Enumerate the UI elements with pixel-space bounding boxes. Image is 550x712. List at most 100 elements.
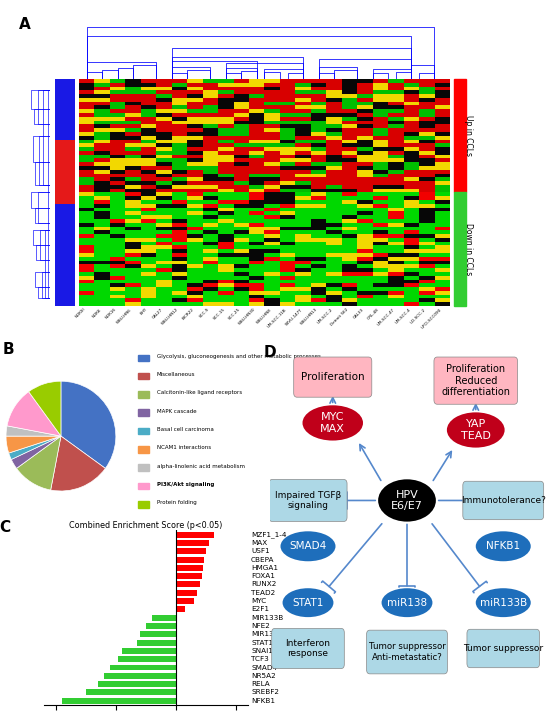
Bar [110,664,175,671]
Bar [138,483,148,489]
Text: UD-SCC-2: UD-SCC-2 [410,308,427,325]
Ellipse shape [382,588,432,617]
Text: Proliferation: Proliferation [301,372,365,382]
Text: MYC: MYC [251,598,266,604]
Text: NOKSI: NOKSI [75,308,87,319]
Bar [138,464,148,471]
Text: SMAD4: SMAD4 [289,541,327,551]
Text: Interferon
response: Interferon response [285,639,331,658]
Text: Glycolysis, gluconeogenesis and other metabolic processes: Glycolysis, gluconeogenesis and other me… [157,354,321,359]
Text: Down in CCLs: Down in CCLs [464,223,472,276]
Ellipse shape [302,405,363,441]
Ellipse shape [280,531,336,561]
Ellipse shape [283,588,333,617]
Bar [138,639,175,646]
Text: NOK6: NOK6 [91,308,102,318]
Bar [122,648,175,654]
Text: MAPK cascade: MAPK cascade [157,409,196,414]
Title: Combined Enrichment Score (p<0.05): Combined Enrichment Score (p<0.05) [69,520,222,530]
Bar [140,632,175,637]
Text: Up in CCLs: Up in CCLs [464,115,472,156]
Text: STAT1: STAT1 [251,639,273,646]
Text: FDR 0.01, 2FC: FDR 0.01, 2FC [81,89,141,98]
Bar [138,391,148,398]
Text: NOK16: NOK16 [105,308,118,320]
Text: CAL27: CAL27 [152,308,164,320]
Text: NFKB1: NFKB1 [251,698,275,703]
Text: TEAD2: TEAD2 [251,590,276,596]
Bar [175,540,209,546]
Text: UM-SCC-47: UM-SCC-47 [377,308,396,327]
Text: YAP
TEAD: YAP TEAD [461,419,491,441]
Bar [175,557,205,562]
Text: Basal cell carcinoma: Basal cell carcinoma [157,427,213,432]
Text: Miscellaneous: Miscellaneous [157,372,195,377]
FancyBboxPatch shape [294,357,372,397]
Text: A: A [19,18,31,33]
Text: miR133B: miR133B [480,597,527,607]
Bar [118,656,175,662]
Text: SNAI1: SNAI1 [251,648,273,654]
Bar [146,623,175,629]
Text: MZF1_1-4: MZF1_1-4 [251,531,287,538]
Text: MIR133B: MIR133B [251,614,283,621]
Text: C: C [0,520,10,535]
Text: UM-SCC-11B: UM-SCC-11B [267,308,288,328]
Text: NR5A2: NR5A2 [251,673,276,679]
Bar [86,689,175,696]
Ellipse shape [476,531,531,561]
Text: UM-SCC-4: UM-SCC-4 [394,308,411,325]
FancyBboxPatch shape [434,357,518,404]
Text: miR138: miR138 [387,597,427,607]
FancyBboxPatch shape [272,629,344,669]
Text: Tumor suppressor
Anti-metastatic?: Tumor suppressor Anti-metastatic? [368,642,446,661]
Bar [175,582,200,587]
Text: RUNX2: RUNX2 [251,582,277,587]
Text: FOXA1: FOXA1 [251,573,275,579]
Bar [138,501,148,508]
Bar [138,355,148,361]
Bar [175,573,202,579]
FancyBboxPatch shape [463,481,543,520]
Bar [138,373,148,379]
Bar [98,681,175,687]
Text: WSU-HN12: WSU-HN12 [161,308,179,326]
Text: D: D [264,345,277,360]
Text: UM-SCC-2: UM-SCC-2 [317,308,334,325]
Text: Proliferation
Reduced
differentiation: Proliferation Reduced differentiation [441,364,510,397]
Ellipse shape [447,412,505,448]
Text: SMAD4: SMAD4 [251,664,277,671]
Text: TCF3: TCF3 [251,656,269,662]
Text: SCC-15: SCC-15 [212,308,226,321]
Text: BHY: BHY [140,308,148,316]
Bar [454,192,465,306]
Text: 93VU-147T: 93VU-147T [284,308,303,326]
Text: ORL-48: ORL-48 [367,308,381,321]
Bar [175,565,203,571]
FancyBboxPatch shape [467,629,540,668]
FancyBboxPatch shape [269,479,347,521]
Text: HPV
E6/E7: HPV E6/E7 [391,490,423,511]
Text: Calcitonin-like ligand receptors: Calcitonin-like ligand receptors [157,390,241,395]
Text: E2F1: E2F1 [251,607,269,612]
Text: MIR138: MIR138 [251,632,278,637]
Text: B: B [3,342,14,357]
Text: Immunotolerance?: Immunotolerance? [461,496,546,505]
Text: WSU-HN13: WSU-HN13 [300,308,318,326]
Text: Tumor suppressor: Tumor suppressor [463,644,543,653]
Text: alpha-linolenic acid metabolism: alpha-linolenic acid metabolism [157,464,245,468]
Text: WSU-HN6: WSU-HN6 [116,308,133,324]
Text: HMGA1: HMGA1 [251,565,278,571]
Text: CBEPA: CBEPA [251,557,274,562]
Bar [138,428,148,434]
Bar [104,673,175,679]
FancyBboxPatch shape [366,630,448,674]
Bar [175,548,206,554]
Bar [175,532,214,538]
Bar [454,79,465,192]
Text: RELA: RELA [251,681,270,687]
Text: PI3K/Akt signaling: PI3K/Akt signaling [157,482,214,487]
Text: MAX: MAX [251,540,267,546]
Text: WSU-HN8: WSU-HN8 [255,308,272,324]
Bar [62,698,175,703]
